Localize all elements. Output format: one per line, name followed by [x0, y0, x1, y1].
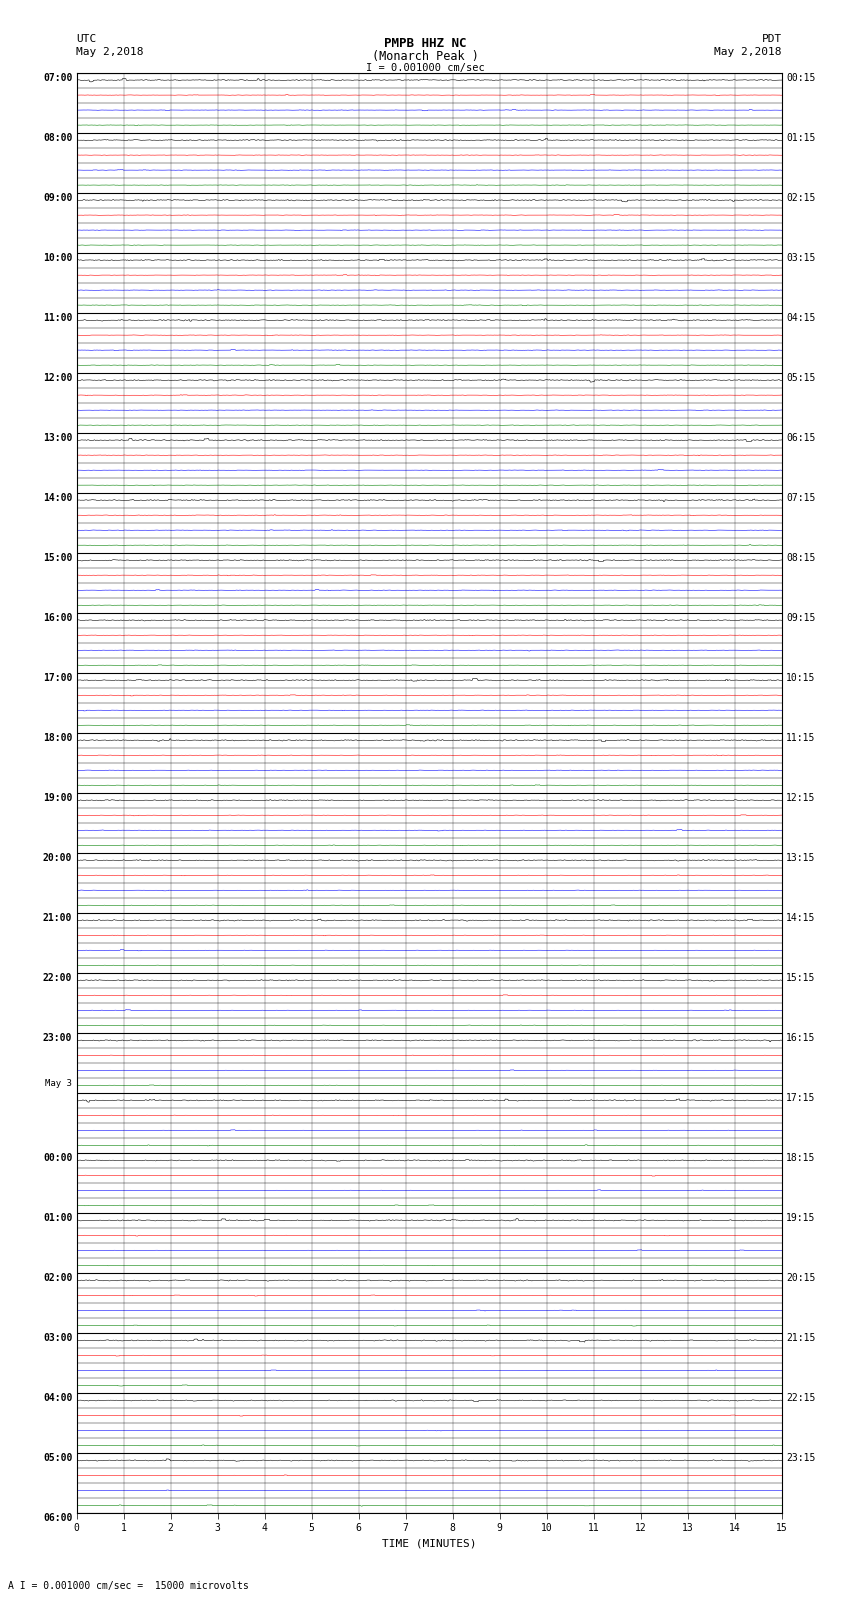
Text: 01:00: 01:00	[42, 1213, 72, 1223]
Text: I = 0.001000 cm/sec: I = 0.001000 cm/sec	[366, 63, 484, 73]
Text: 17:15: 17:15	[786, 1094, 816, 1103]
Text: May 2,2018: May 2,2018	[76, 47, 144, 56]
Text: 08:00: 08:00	[42, 132, 72, 142]
Text: 18:15: 18:15	[786, 1153, 816, 1163]
Text: 18:00: 18:00	[42, 732, 72, 742]
Text: PDT: PDT	[762, 34, 782, 44]
Text: 05:15: 05:15	[786, 373, 816, 382]
Text: 17:00: 17:00	[42, 673, 72, 682]
Text: 14:15: 14:15	[786, 913, 816, 923]
Text: 00:00: 00:00	[42, 1153, 72, 1163]
Text: 19:15: 19:15	[786, 1213, 816, 1223]
Text: 02:15: 02:15	[786, 192, 816, 203]
Text: 23:15: 23:15	[786, 1453, 816, 1463]
Text: 11:00: 11:00	[42, 313, 72, 323]
Text: 16:15: 16:15	[786, 1032, 816, 1044]
Text: 09:00: 09:00	[42, 192, 72, 203]
Text: 12:15: 12:15	[786, 794, 816, 803]
Text: 10:15: 10:15	[786, 673, 816, 682]
Text: 22:00: 22:00	[42, 973, 72, 982]
Text: 10:00: 10:00	[42, 253, 72, 263]
Text: 00:15: 00:15	[786, 73, 816, 82]
Text: 04:15: 04:15	[786, 313, 816, 323]
Text: 16:00: 16:00	[42, 613, 72, 623]
Text: 20:15: 20:15	[786, 1273, 816, 1282]
Text: 13:15: 13:15	[786, 853, 816, 863]
Text: 01:15: 01:15	[786, 132, 816, 142]
Text: 14:00: 14:00	[42, 492, 72, 503]
Text: 12:00: 12:00	[42, 373, 72, 382]
Text: 22:15: 22:15	[786, 1394, 816, 1403]
Text: 08:15: 08:15	[786, 553, 816, 563]
Text: 04:00: 04:00	[42, 1394, 72, 1403]
Text: 21:15: 21:15	[786, 1332, 816, 1344]
Text: May 3: May 3	[45, 1079, 72, 1089]
Text: 20:00: 20:00	[42, 853, 72, 863]
Text: 07:15: 07:15	[786, 492, 816, 503]
Text: UTC: UTC	[76, 34, 97, 44]
Text: 23:00: 23:00	[42, 1032, 72, 1044]
X-axis label: TIME (MINUTES): TIME (MINUTES)	[382, 1539, 477, 1548]
Text: 11:15: 11:15	[786, 732, 816, 742]
Text: A I = 0.001000 cm/sec =  15000 microvolts: A I = 0.001000 cm/sec = 15000 microvolts	[8, 1581, 249, 1590]
Text: 21:00: 21:00	[42, 913, 72, 923]
Text: 06:00: 06:00	[42, 1513, 72, 1523]
Text: 09:15: 09:15	[786, 613, 816, 623]
Text: PMPB HHZ NC: PMPB HHZ NC	[383, 37, 467, 50]
Text: 15:00: 15:00	[42, 553, 72, 563]
Text: 03:00: 03:00	[42, 1332, 72, 1344]
Text: 19:00: 19:00	[42, 794, 72, 803]
Text: 06:15: 06:15	[786, 432, 816, 442]
Text: 07:00: 07:00	[42, 73, 72, 82]
Text: 02:00: 02:00	[42, 1273, 72, 1282]
Text: (Monarch Peak ): (Monarch Peak )	[371, 50, 479, 63]
Text: May 2,2018: May 2,2018	[715, 47, 782, 56]
Text: 15:15: 15:15	[786, 973, 816, 982]
Text: 05:00: 05:00	[42, 1453, 72, 1463]
Text: 13:00: 13:00	[42, 432, 72, 442]
Text: 03:15: 03:15	[786, 253, 816, 263]
